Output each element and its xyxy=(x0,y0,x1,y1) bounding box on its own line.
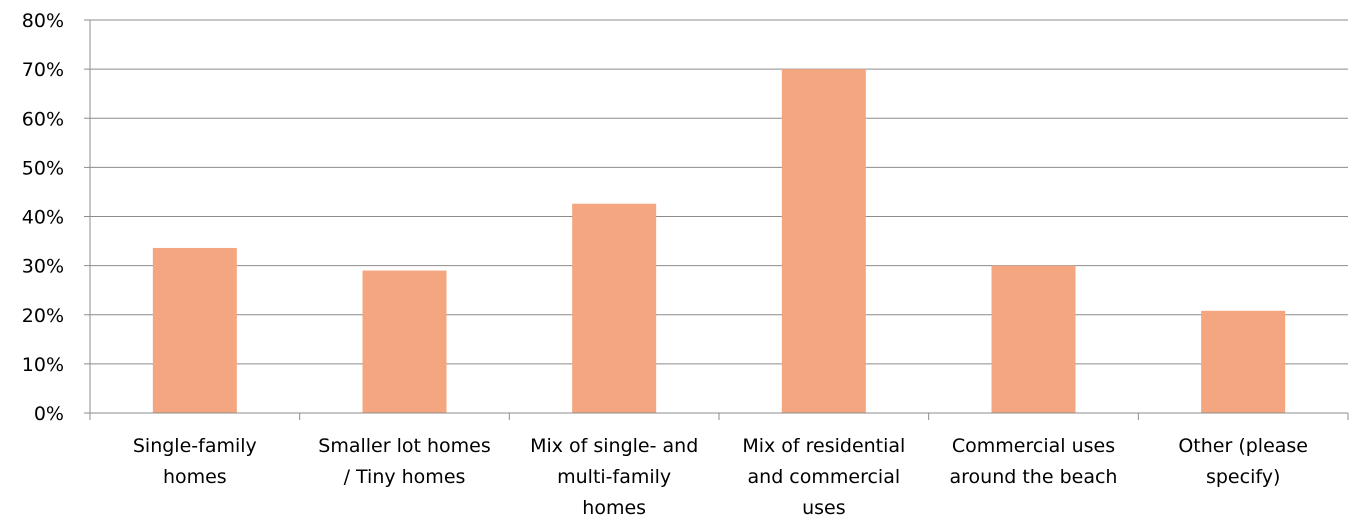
x-category-label-line: homes xyxy=(163,466,227,488)
bar xyxy=(152,247,237,413)
y-tick-label: 60% xyxy=(22,108,64,130)
y-tick-label: 20% xyxy=(22,305,64,327)
x-category-label: Single-family homes xyxy=(133,435,257,488)
y-tick-label: 50% xyxy=(22,157,64,179)
x-category-label-line: uses xyxy=(802,497,846,519)
y-tick-label: 0% xyxy=(34,403,64,425)
x-axis-category-labels: Single-family homes Smaller lot homes / Tin… xyxy=(133,435,1308,519)
x-category-label-line: around the beach xyxy=(950,466,1118,488)
x-category-label-line: multi-family xyxy=(557,466,671,488)
x-category-label-line: Mix of single- and xyxy=(530,435,698,457)
bar xyxy=(781,69,866,413)
x-category-label: Mix of residential and commercial uses xyxy=(742,435,905,519)
x-category-label-line: / Tiny homes xyxy=(344,466,466,488)
x-category-label: Commercial uses around the beach xyxy=(950,435,1118,488)
x-category-label-line: Other (please xyxy=(1178,435,1308,457)
bar xyxy=(362,270,447,413)
y-axis-tick-labels: 0% 10% 20% 30% 40% 50% 60% 70% 80% xyxy=(22,10,64,425)
gridlines xyxy=(90,19,1348,365)
axes xyxy=(84,19,1349,420)
bar xyxy=(991,265,1076,413)
x-category-label: Mix of single- and multi-family homes xyxy=(530,435,698,519)
x-category-label-line: Mix of residential xyxy=(742,435,905,457)
x-category-label-line: Single-family xyxy=(133,435,257,457)
x-category-label: Smaller lot homes / Tiny homes xyxy=(318,435,490,488)
bar xyxy=(1201,310,1286,413)
y-tick-label: 10% xyxy=(22,354,64,376)
x-category-label-line: specify) xyxy=(1206,466,1280,488)
bars xyxy=(152,69,1286,413)
y-tick-label: 80% xyxy=(22,10,64,32)
y-tick-label: 40% xyxy=(22,207,64,229)
x-category-label-line: Commercial uses xyxy=(952,435,1115,457)
x-category-label: Other (please specify) xyxy=(1178,435,1308,488)
bar xyxy=(572,203,657,413)
x-category-label-line: homes xyxy=(582,497,646,519)
x-category-label-line: Smaller lot homes xyxy=(318,435,490,457)
y-tick-label: 30% xyxy=(22,256,64,278)
x-category-label-line: and commercial xyxy=(748,466,901,488)
y-tick-label: 70% xyxy=(22,59,64,81)
